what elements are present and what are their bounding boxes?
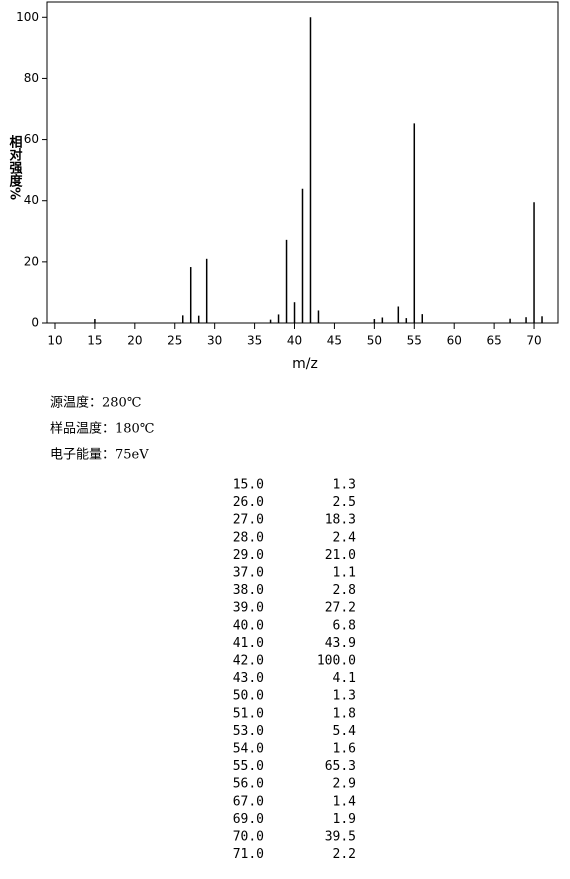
y-tick-label: 20 [24,254,39,268]
table-mz: 67.0 [233,794,264,809]
condition: 样品温度：180℃ [50,421,154,437]
table-mz: 43.0 [233,671,264,686]
table-intensity: 1.4 [333,794,357,809]
table-mz: 38.0 [233,583,264,598]
table-intensity: 2.8 [333,583,356,598]
y-tick-label: 60 [24,132,39,146]
table-intensity: 27.2 [325,601,356,616]
y-tick-label: 100 [16,10,39,24]
y-tick-label: 80 [24,71,39,85]
condition: 电子能量：75eV [50,448,149,463]
x-tick-label: 65 [486,334,501,348]
x-tick-label: 50 [367,334,382,348]
table-mz: 15.0 [233,478,264,493]
y-tick-label: 0 [31,316,39,330]
x-tick-label: 55 [407,334,422,348]
condition: 源温度：280℃ [50,395,141,411]
table-intensity: 1.8 [333,706,356,721]
table-intensity: 21.0 [325,548,356,563]
table-intensity: 6.8 [333,618,356,633]
table-mz: 39.0 [233,601,264,616]
x-tick-label: 35 [247,334,262,348]
table-intensity: 65.3 [325,759,356,774]
table-mz: 70.0 [233,830,264,845]
x-tick-label: 20 [127,334,142,348]
table-intensity: 5.4 [333,724,357,739]
table-mz: 29.0 [233,548,264,563]
table-intensity: 2.2 [333,847,356,862]
table-intensity: 1.9 [333,812,356,827]
x-tick-label: 30 [207,334,222,348]
y-axis-label: 相对强度% [7,134,23,200]
y-tick-label: 40 [24,193,39,207]
table-intensity: 2.5 [333,495,356,510]
table-mz: 71.0 [233,847,264,862]
table-intensity: 2.4 [333,530,357,545]
table-mz: 37.0 [233,566,264,581]
table-mz: 42.0 [233,654,264,669]
table-intensity: 2.9 [333,777,356,792]
x-tick-label: 45 [327,334,342,348]
table-intensity: 1.6 [333,742,356,757]
x-tick-label: 40 [287,334,302,348]
table-mz: 50.0 [233,689,264,704]
table-intensity: 43.9 [325,636,356,651]
table-intensity: 1.1 [333,566,356,581]
table-mz: 54.0 [233,742,264,757]
x-tick-label: 70 [526,334,541,348]
table-mz: 51.0 [233,706,264,721]
x-tick-label: 60 [447,334,462,348]
table-mz: 41.0 [233,636,264,651]
x-tick-label: 10 [47,334,62,348]
table-intensity: 1.3 [333,689,356,704]
table-mz: 55.0 [233,759,264,774]
x-tick-label: 25 [167,334,182,348]
table-mz: 40.0 [233,618,264,633]
x-axis-label: m/z [292,356,318,372]
table-intensity: 100.0 [317,654,356,669]
x-tick-label: 15 [87,334,102,348]
table-intensity: 39.5 [325,830,356,845]
table-mz: 69.0 [233,812,264,827]
table-mz: 26.0 [233,495,264,510]
table-mz: 56.0 [233,777,264,792]
table-intensity: 1.3 [333,478,356,493]
table-intensity: 18.3 [325,513,356,528]
table-mz: 53.0 [233,724,264,739]
table-intensity: 4.1 [333,671,356,686]
table-mz: 27.0 [233,513,264,528]
table-mz: 28.0 [233,530,264,545]
